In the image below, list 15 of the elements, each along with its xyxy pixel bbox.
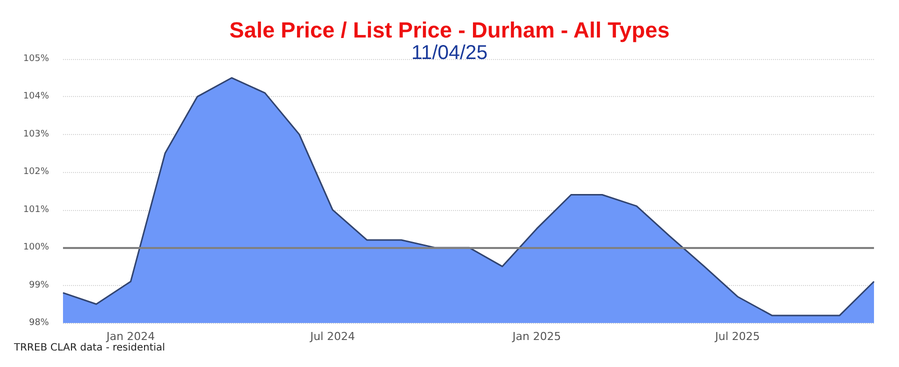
y-tick-label: 101% (23, 204, 50, 215)
y-tick-label: 105% (23, 54, 50, 64)
text: TRREB CLAR data - residential (13, 342, 166, 354)
y-tick-label: 99% (28, 280, 50, 290)
x-tick-label: Jan 2025 (512, 330, 561, 343)
y-tick-label: 98% (28, 318, 50, 328)
chart-subtitle: 11/04/25 (411, 42, 488, 64)
y-tick-label: 102% (23, 167, 50, 178)
x-tick-label: Jul 2024 (309, 330, 355, 343)
x-tick-label: Jan 2024 (105, 330, 155, 343)
y-tick-label: 104% (23, 92, 50, 102)
y-tick-label: 103% (23, 129, 50, 140)
x-tick-label: Jul 2025 (714, 330, 760, 343)
chart-title: Sale Price / List Price - Durham - All Types (229, 18, 670, 42)
y-tick-label: 100% (23, 242, 50, 253)
